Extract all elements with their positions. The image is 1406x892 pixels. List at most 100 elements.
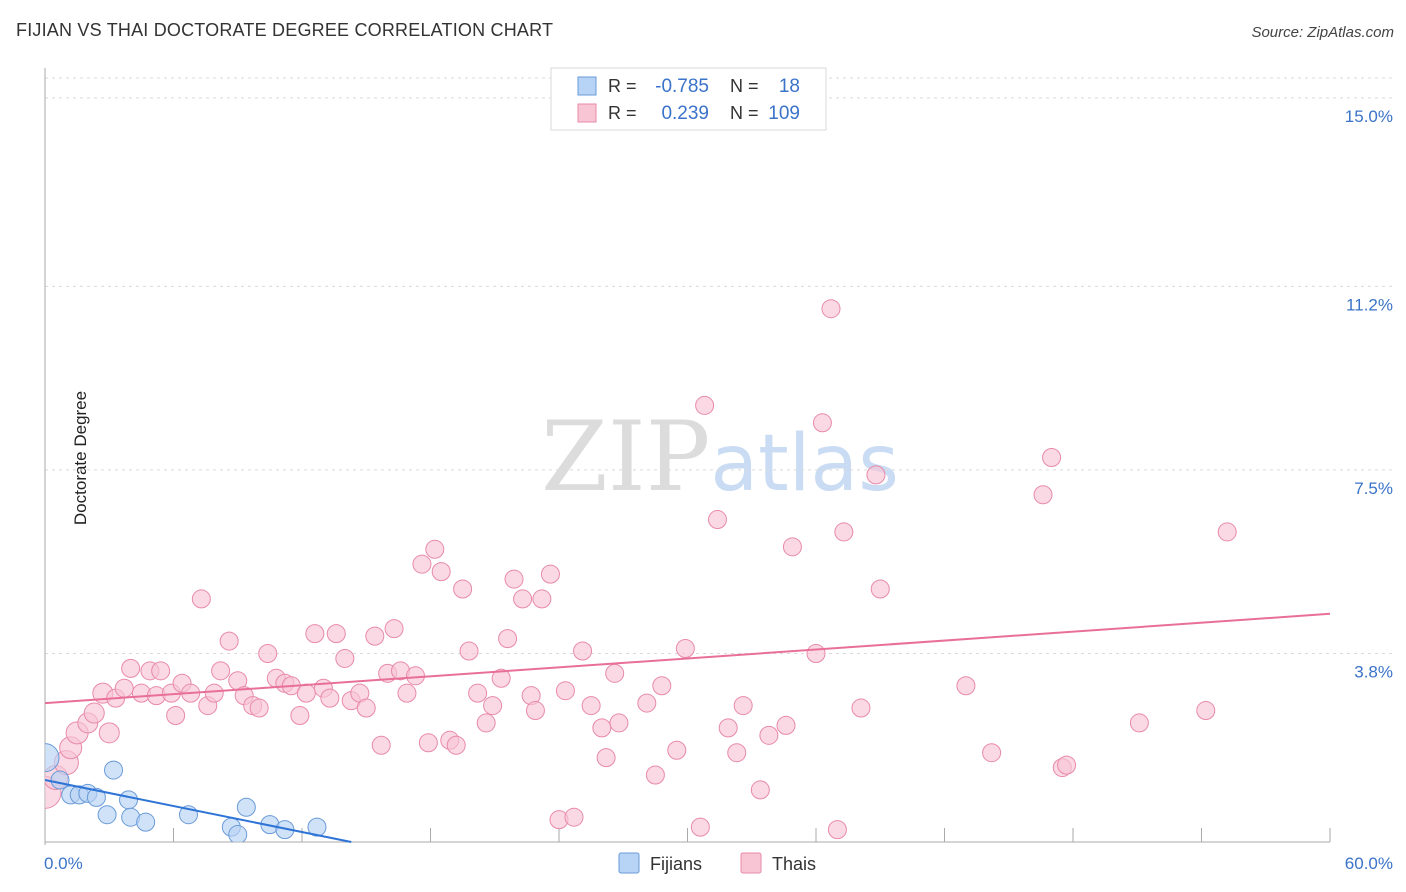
thai-point — [718, 718, 738, 738]
legend-swatch-thai — [740, 852, 762, 874]
thai-point — [498, 629, 518, 649]
legend-label-fijian: Fijians — [650, 854, 702, 874]
thai-point — [418, 733, 438, 753]
thai-point — [776, 715, 796, 735]
stats-n-value: 109 — [768, 103, 800, 124]
thai-point — [605, 663, 625, 683]
thai-point — [667, 740, 687, 760]
thai-point — [727, 743, 747, 763]
thai-point — [564, 807, 584, 827]
stats-r-value: 0.239 — [661, 103, 709, 124]
thai-point — [513, 589, 533, 609]
thai-point — [555, 681, 575, 701]
thai-point — [320, 688, 340, 708]
x-tick-label-max: 60.0% — [1345, 854, 1393, 873]
thai-point — [98, 722, 120, 744]
y-tick-label: 11.2% — [1346, 295, 1393, 314]
thai-point — [151, 661, 171, 681]
thai-point — [759, 725, 779, 745]
thai-point — [827, 820, 847, 840]
thai-point — [573, 641, 593, 661]
stats-legend-box — [550, 67, 827, 131]
stats-n-label: N = — [730, 76, 759, 96]
fijian-point — [119, 790, 139, 810]
thai-point — [806, 643, 826, 663]
thai-point — [425, 539, 445, 559]
thai-point — [476, 713, 496, 733]
thai-point — [219, 631, 239, 651]
thai-point — [609, 713, 629, 733]
fijian-point — [45, 743, 60, 773]
stats-r-value: -0.785 — [655, 76, 709, 97]
chart-title: FIJIAN VS THAI DOCTORATE DEGREE CORRELAT… — [16, 20, 554, 40]
thai-point — [821, 299, 841, 319]
thai-point — [483, 696, 503, 716]
watermark-zip: ZIP — [541, 401, 710, 513]
thai-point — [851, 698, 871, 718]
fijian-point — [104, 760, 124, 780]
thai-point — [525, 701, 545, 721]
fijian-point — [86, 787, 106, 807]
legend-swatch-fijian — [618, 852, 640, 874]
watermark-atlas: atlas — [710, 419, 899, 509]
fijian-point — [236, 797, 256, 817]
thai-point — [326, 624, 346, 644]
stats-legend-swatch — [577, 76, 597, 96]
thai-point — [1196, 701, 1216, 721]
thai-point — [384, 619, 404, 639]
thai-point — [540, 564, 560, 584]
thai-point — [581, 696, 601, 716]
thai-point — [812, 413, 832, 433]
x-tick-label-min: 0.0% — [44, 854, 83, 873]
thai-point — [397, 683, 417, 703]
fijian-point — [307, 817, 327, 837]
thai-point — [645, 765, 665, 785]
thai-point — [1033, 485, 1053, 505]
thai-point — [504, 569, 524, 589]
thai-point — [365, 626, 385, 646]
thai-point — [695, 395, 715, 415]
thai-point — [956, 676, 976, 696]
thai-point — [468, 683, 488, 703]
thai-point — [733, 696, 753, 716]
thai-point — [431, 562, 451, 582]
thai-point — [335, 648, 355, 668]
fijian-point — [97, 805, 117, 825]
thai-point — [690, 817, 710, 837]
thai-point — [290, 705, 310, 725]
thai-point — [412, 554, 432, 574]
stats-r-label: R = — [608, 103, 637, 123]
stats-n-label: N = — [730, 103, 759, 123]
thai-point — [870, 579, 890, 599]
source-label: Source: ZipAtlas.com — [1251, 24, 1394, 41]
legend-label-thai: Thais — [772, 854, 816, 874]
thai-point — [532, 589, 552, 609]
thai-point — [707, 510, 727, 530]
thai-point — [305, 624, 325, 644]
thai-point — [258, 643, 278, 663]
thai-point — [356, 698, 376, 718]
y-tick-label: 3.8% — [1354, 662, 1393, 681]
thai-point — [1129, 713, 1149, 733]
thai-point — [446, 735, 466, 755]
thai-point — [453, 579, 473, 599]
thai-point — [211, 661, 231, 681]
thai-point — [121, 658, 141, 678]
thai-point — [652, 676, 672, 696]
thai-point — [782, 537, 802, 557]
thai-point — [1217, 522, 1237, 542]
thai-point — [637, 693, 657, 713]
thai-point — [83, 702, 105, 724]
thai-point — [592, 718, 612, 738]
thai-point — [459, 641, 479, 661]
thai-point — [675, 639, 695, 659]
thai-point — [866, 465, 886, 485]
thai-point — [596, 748, 616, 768]
thai-point — [834, 522, 854, 542]
thai-point — [166, 705, 186, 725]
fijian-point — [50, 770, 70, 790]
fijian-point — [228, 825, 248, 842]
stats-legend-swatch — [577, 103, 597, 123]
fijian-trend-line — [44, 779, 352, 843]
